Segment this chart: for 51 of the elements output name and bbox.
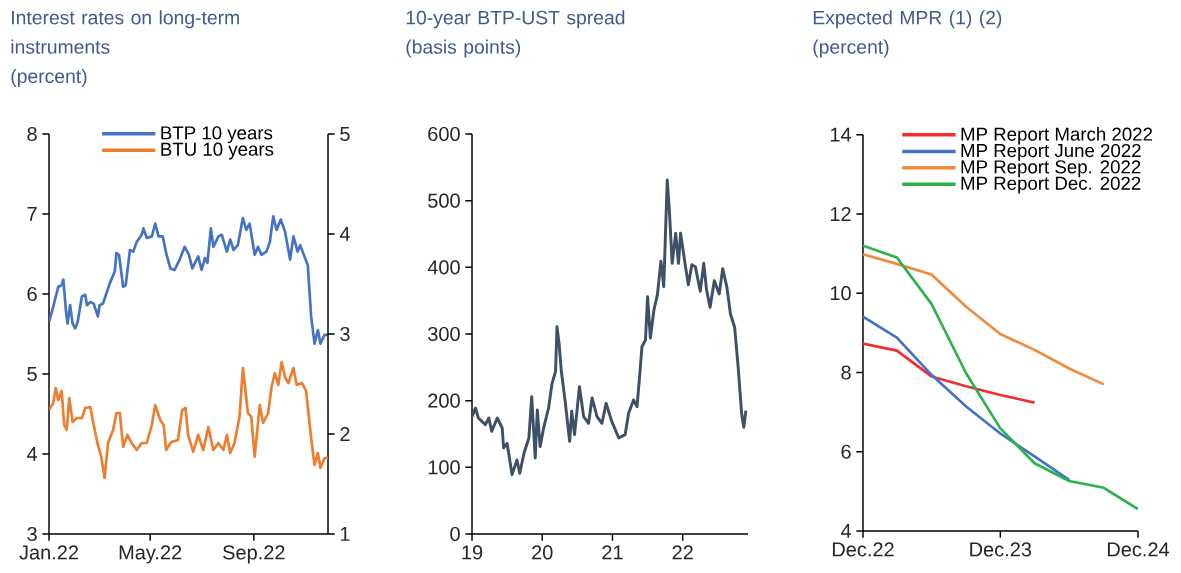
x-tick-label: May.22 <box>119 545 182 564</box>
chart-subtitle: (basis points) <box>406 39 521 58</box>
y-tick-label: 0 <box>450 526 460 542</box>
legend-label: MP Report June 2022 <box>961 143 1141 161</box>
chart-title: 10-year BTP-UST spread <box>406 10 625 29</box>
line-series <box>863 315 1071 482</box>
line-series <box>49 215 329 345</box>
x-tick-label: 22 <box>672 545 693 560</box>
y-tick-label: 10 <box>830 286 851 301</box>
y-tick-label: 400 <box>427 260 460 275</box>
legend-label: MP Report Dec. 2022 <box>961 176 1141 194</box>
y2-tick-label: 1 <box>340 527 350 541</box>
y-tick-label: 14 <box>830 127 852 142</box>
chart-subtitle: (percent) <box>813 39 889 58</box>
line-series <box>49 360 329 480</box>
y-tick-label: 6 <box>841 444 851 459</box>
y-tick-label: 5 <box>27 367 37 381</box>
legend-label: MP Report March 2022 <box>961 127 1153 145</box>
y-tick-label: 4 <box>26 447 38 461</box>
y2-tick-label: 5 <box>340 127 350 141</box>
chart-subtitle: (percent) <box>11 68 87 87</box>
y-tick-label: 4 <box>840 524 852 538</box>
x-tick-label: Dec.24 <box>1107 542 1170 557</box>
x-tick-label: Dec.22 <box>832 542 894 557</box>
y-tick-label: 8 <box>841 365 851 380</box>
line-series <box>472 178 748 477</box>
x-tick-label: 21 <box>602 545 623 560</box>
x-tick-label: Jan.22 <box>19 545 79 560</box>
y-tick-label: 300 <box>428 326 460 342</box>
y-tick-label: 500 <box>428 193 460 208</box>
line-series <box>863 253 1106 386</box>
chart-title: Interest rates on long-term instruments <box>11 10 239 54</box>
y-tick-label: 200 <box>428 393 460 408</box>
y2-tick-label: 3 <box>340 326 350 342</box>
y2-tick-label: 2 <box>340 427 350 441</box>
x-tick-label: 19 <box>462 545 483 560</box>
y-tick-label: 7 <box>27 207 37 221</box>
chart-title: Expected MPR (1) (2) <box>813 10 1002 29</box>
line-series <box>863 244 1139 511</box>
y-tick-label: 12 <box>830 206 851 221</box>
line-series <box>863 342 1036 404</box>
x-tick-label: 20 <box>532 545 553 560</box>
y-tick-label: 8 <box>27 126 37 142</box>
y-tick-label: 600 <box>428 126 460 142</box>
legend-label: BTU 10 years <box>161 142 274 160</box>
x-tick-label: Sep.22 <box>223 545 285 564</box>
y-tick-label: 6 <box>27 286 37 302</box>
x-tick-label: Dec.23 <box>970 542 1032 557</box>
y2-tick-label: 4 <box>339 227 350 241</box>
y-tick-label: 100 <box>428 460 460 475</box>
y-tick-label: 3 <box>27 526 37 542</box>
